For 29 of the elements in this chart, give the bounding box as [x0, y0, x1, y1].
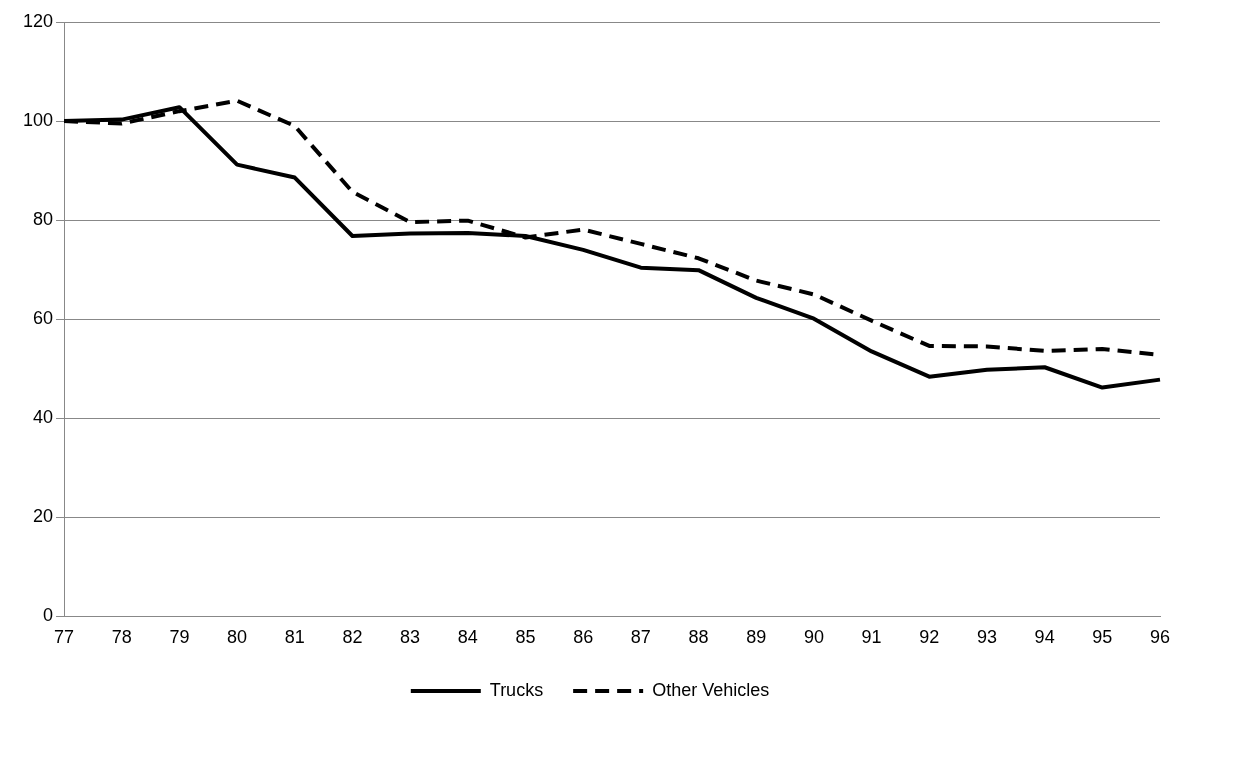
y-tick-label: 120 — [22, 10, 54, 31]
x-tick-label: 94 — [1034, 627, 1055, 648]
x-tick-label: 81 — [284, 627, 305, 648]
legend-label: Trucks — [489, 679, 544, 700]
x-tick-label: 85 — [515, 627, 536, 648]
x-tick-label: 90 — [803, 627, 824, 648]
x-tick-label: 91 — [861, 627, 882, 648]
x-tick-label: 77 — [54, 627, 75, 648]
y-tick-label: 60 — [33, 308, 54, 329]
x-tick-label: 83 — [400, 627, 421, 648]
x-tick-label: 96 — [1149, 627, 1171, 648]
x-tick-label: 93 — [976, 627, 997, 648]
x-tick-label: 87 — [630, 627, 651, 648]
x-tick-label: 84 — [457, 627, 478, 648]
x-tick-label: 80 — [227, 627, 248, 648]
y-tick-label: 100 — [22, 110, 54, 131]
x-tick-label: 86 — [573, 627, 594, 648]
x-tick-label: 79 — [169, 627, 190, 648]
x-tick-label: 92 — [919, 627, 940, 648]
y-tick-label: 20 — [33, 506, 54, 527]
y-tick-label: 40 — [33, 407, 54, 428]
y-tick-label: 80 — [33, 209, 54, 230]
y-tick-label: 0 — [43, 605, 54, 626]
x-tick-label: 78 — [111, 627, 132, 648]
x-tick-label: 95 — [1092, 627, 1113, 648]
legend-label: Other Vehicles — [652, 679, 770, 700]
x-tick-label: 88 — [688, 627, 709, 648]
x-tick-label: 82 — [342, 627, 363, 648]
x-tick-label: 89 — [746, 627, 767, 648]
